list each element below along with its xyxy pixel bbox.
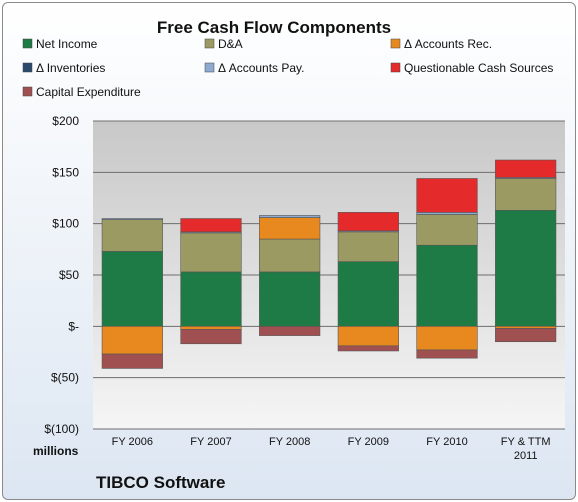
bar-accounts-rec-fy-2008 (259, 217, 321, 240)
legend-item-questionable-cash-sources: Questionable Cash Sources (390, 61, 553, 75)
legend-label: Δ Accounts Rec. (404, 37, 492, 51)
bar-d-a-fy-2009 (337, 231, 399, 262)
chart-title: Free Cash Flow Components (157, 18, 391, 37)
legend-swatch (390, 38, 401, 49)
bar-questionable-cash-sources-fy-ttm-2011 (495, 159, 557, 178)
legend: Net Income D&A Δ Accounts Rec. Δ Inventorie… (22, 37, 553, 99)
legend-item-d-a: D&A (204, 37, 243, 51)
y-tick-label: $50 (59, 268, 79, 282)
y-tick-label: $150 (52, 165, 79, 179)
x-tick-label: FY 2006 (112, 436, 153, 448)
bar-accounts-rec-fy-ttm-2011 (495, 326, 557, 329)
bar-net-income-fy-2006 (101, 251, 163, 327)
legend-label: Δ Accounts Pay. (218, 61, 305, 75)
bar-accounts-rec-fy-2006 (101, 326, 163, 355)
legend-item-accounts-pay: Δ Accounts Pay. (204, 61, 305, 75)
bar-net-income-fy-2007 (180, 271, 242, 327)
bar-d-a-fy-ttm-2011 (495, 178, 557, 211)
bar-questionable-cash-sources-fy-2010 (416, 178, 478, 213)
bar-d-a-fy-2007 (180, 232, 242, 273)
x-tick-label: FY 2009 (348, 436, 389, 448)
bar-accounts-pay-fy-2006 (101, 218, 163, 220)
legend-label: Questionable Cash Sources (404, 61, 553, 75)
legend-swatch (204, 62, 215, 73)
legend-item-inventories: Δ Inventories (22, 61, 105, 75)
y-tick-label: $- (68, 319, 79, 333)
bar-net-income-fy-2008 (259, 271, 321, 327)
legend-swatch (204, 38, 215, 49)
plot-area: $(100) $(50) $- $50 $100 $150 $200 FY 2006 FY 20… (44, 114, 565, 462)
bar-net-income-fy-2010 (416, 244, 478, 327)
bar-accounts-rec-fy-2009 (337, 326, 399, 347)
legend-item-accounts-rec: Δ Accounts Rec. (390, 37, 492, 51)
bar-accounts-rec-fy-2007 (180, 326, 242, 330)
x-tick-label: FY 2008 (269, 436, 310, 448)
unit-label: millions (33, 444, 79, 458)
legend-item-capital-expenditure: Capital Expenditure (22, 85, 141, 99)
bar-questionable-cash-sources-fy-2009 (337, 212, 399, 232)
chart-canvas: Free Cash Flow Components Net Income D&A Δ… (22, 18, 565, 492)
footer-label: TIBCO Software (96, 473, 225, 492)
bar-capital-expenditure-fy-2006 (101, 353, 163, 369)
x-tick-label: FY 2007 (190, 436, 231, 448)
legend-label: D&A (218, 37, 243, 51)
legend-swatch (22, 86, 33, 97)
bar-d-a-fy-2006 (101, 219, 163, 252)
legend-swatch (22, 62, 33, 73)
bar-capital-expenditure-fy-2009 (337, 345, 399, 352)
y-tick-label: $100 (52, 217, 79, 231)
bar-accounts-rec-fy-2010 (416, 326, 478, 351)
legend-swatch (390, 62, 401, 73)
bar-net-income-fy-ttm-2011 (495, 210, 557, 327)
bar-questionable-cash-sources-fy-2007 (180, 218, 242, 233)
bar-capital-expenditure-fy-2010 (416, 349, 478, 359)
legend-label: Net Income (36, 37, 98, 51)
x-tick-label: FY & TTM 2011 (501, 436, 551, 462)
bar-capital-expenditure-fy-2007 (180, 329, 242, 345)
bar-accounts-pay-fy-2008 (259, 215, 321, 218)
y-tick-label: $200 (52, 114, 79, 128)
bar-accounts-pay-fy-2010 (416, 212, 478, 215)
x-tick-label: FY 2010 (426, 436, 467, 448)
legend-label: Capital Expenditure (36, 85, 141, 99)
bar-net-income-fy-2009 (337, 261, 399, 327)
bar-capital-expenditure-fy-2008 (259, 326, 321, 336)
bar-d-a-fy-2008 (259, 238, 321, 273)
y-tick-label: $(50) (51, 371, 79, 385)
bar-capital-expenditure-fy-ttm-2011 (495, 328, 557, 343)
legend-label: Δ Inventories (36, 61, 105, 75)
legend-item-net-income: Net Income (22, 37, 98, 51)
legend-swatch (22, 38, 33, 49)
bar-d-a-fy-2010 (416, 214, 478, 246)
y-tick-label: $(100) (44, 422, 79, 436)
